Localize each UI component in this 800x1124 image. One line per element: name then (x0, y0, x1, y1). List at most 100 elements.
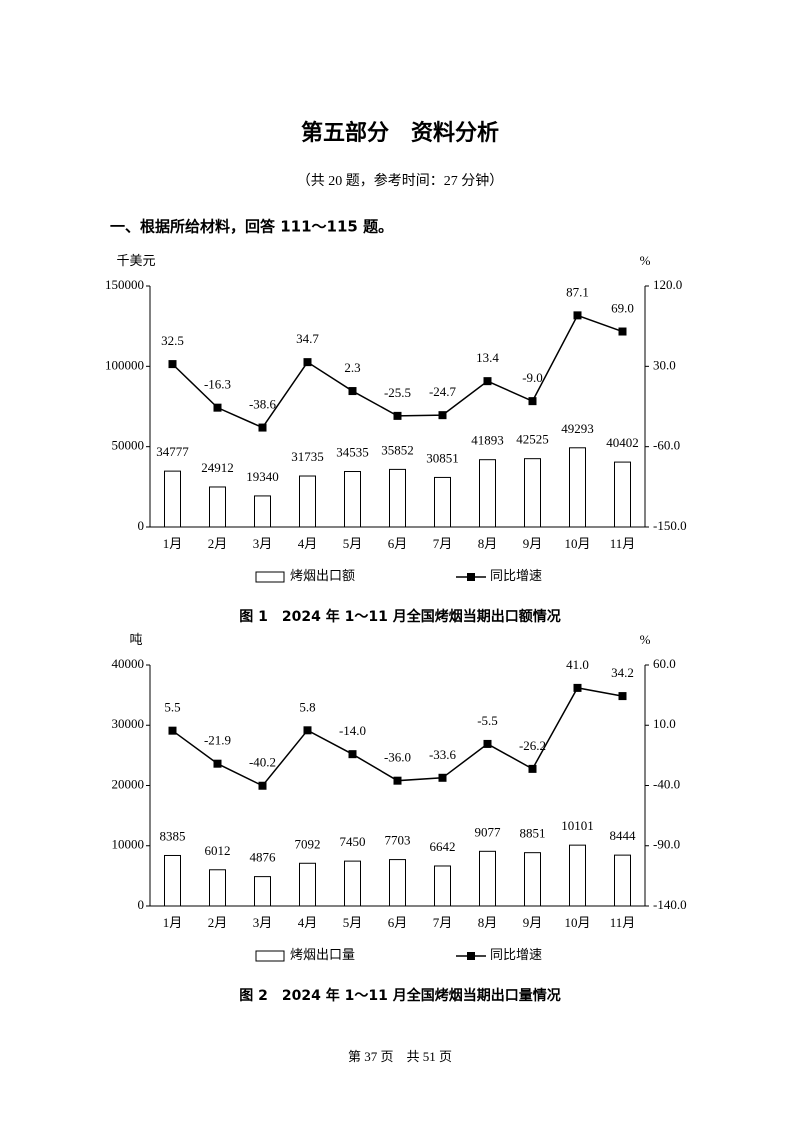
y-tick-label: 30000 (112, 716, 145, 731)
line-marker (393, 411, 402, 420)
line-marker (438, 411, 447, 420)
line (171, 314, 623, 429)
bar (344, 860, 361, 907)
y-axis-label: 吨 (129, 632, 142, 647)
footer: 第 37 页 共 51 页 (348, 1049, 452, 1064)
x-tick-label: 10月 (564, 915, 590, 930)
line-label: -5.5 (477, 713, 498, 728)
bar-label: 34777 (156, 444, 189, 459)
bar (209, 869, 226, 907)
bar (569, 844, 586, 907)
bar (344, 471, 361, 528)
x-tick-label: 5月 (343, 536, 363, 551)
bar-label: 7092 (295, 836, 321, 851)
line-marker (528, 764, 537, 773)
y-tick-label: 40000 (112, 656, 145, 671)
legend-label: 烤烟出口额 (290, 568, 355, 583)
x-tick-label: 11月 (610, 915, 636, 930)
bar-label: 42525 (516, 432, 549, 447)
bar (614, 854, 631, 907)
legend-label: 同比增速 (490, 568, 542, 583)
bar-label: 7450 (340, 834, 366, 849)
line-label: -26.2 (519, 738, 546, 753)
line-marker (168, 726, 177, 735)
bar (569, 447, 586, 528)
line-label: -16.3 (204, 377, 231, 392)
y-tick-label: 0 (138, 897, 145, 912)
line-marker (393, 776, 402, 785)
bar (389, 859, 406, 907)
x-tick-label: 2月 (208, 536, 228, 551)
bar-label: 34535 (336, 444, 369, 459)
y-tick-label: 20000 (112, 776, 145, 791)
line-label: -33.6 (429, 747, 457, 762)
x-tick-label: 2月 (208, 915, 228, 930)
line-marker (348, 387, 357, 396)
y2-tick-label: 10.0 (653, 716, 676, 731)
bar (209, 486, 226, 528)
line-label: -9.0 (522, 370, 543, 385)
y-tick-label: 50000 (112, 438, 145, 453)
bar-label: 35852 (381, 442, 414, 457)
line-label: -21.9 (204, 733, 231, 748)
bar-label: 49293 (561, 421, 594, 436)
y2-tick-label: -150.0 (653, 518, 687, 533)
line-label: -40.2 (249, 755, 276, 770)
bar (434, 476, 451, 528)
y-axis-label: 千美元 (116, 253, 155, 268)
y2-tick-label: -140.0 (653, 897, 687, 912)
bar-label: 6642 (430, 839, 456, 854)
line-marker (483, 739, 492, 748)
y-tick-label: 0 (138, 518, 145, 533)
bar (479, 850, 496, 907)
line-label: 2.3 (344, 360, 360, 375)
line-marker (303, 358, 312, 367)
x-tick-label: 9月 (523, 915, 543, 930)
x-tick-label: 10月 (564, 536, 590, 551)
x-tick-label: 4月 (298, 915, 318, 930)
line-label: -36.0 (384, 750, 411, 765)
bar (299, 475, 316, 528)
y2-tick-label: 60.0 (653, 656, 676, 671)
line-label: -38.6 (249, 397, 277, 412)
bar-label: 6012 (205, 843, 231, 858)
line-label: 5.5 (164, 700, 180, 715)
line-label: 13.4 (476, 350, 499, 365)
bar (254, 876, 271, 907)
line-marker (573, 683, 582, 692)
y2-axis-label: % (640, 632, 651, 647)
line-marker (573, 311, 582, 320)
legend-marker (467, 952, 475, 960)
x-tick-label: 8月 (478, 915, 498, 930)
bar-label: 9077 (475, 824, 502, 839)
x-tick-label: 9月 (523, 536, 543, 551)
line-marker (213, 403, 222, 412)
y2-tick-label: -90.0 (653, 837, 680, 852)
line-marker (258, 423, 267, 432)
bar (389, 468, 406, 528)
y2-tick-label: 30.0 (653, 357, 676, 372)
line-label: 5.8 (299, 699, 315, 714)
bar-label: 7703 (385, 833, 411, 848)
line-label: 34.2 (611, 665, 634, 680)
bar-label: 4876 (250, 850, 277, 865)
caption: 图 2 2024 年 1～11 月全国烤烟当期出口量情况 (239, 987, 560, 1004)
bar-label: 19340 (246, 469, 279, 484)
bar (164, 854, 181, 907)
x-tick-label: 1月 (163, 536, 183, 551)
legend-marker (467, 573, 475, 581)
line-marker (438, 773, 447, 782)
line-marker (348, 750, 357, 759)
bar (434, 865, 451, 907)
bar (479, 459, 496, 528)
caption: 图 1 2024 年 1～11 月全国烤烟当期出口额情况 (239, 608, 560, 625)
line-label: 41.0 (566, 657, 589, 672)
x-tick-label: 3月 (253, 915, 273, 930)
x-tick-label: 3月 (253, 536, 273, 551)
legend-label: 同比增速 (490, 947, 542, 962)
line-marker (303, 726, 312, 735)
line-label: 34.7 (296, 331, 319, 346)
line-label: 87.1 (566, 284, 589, 299)
